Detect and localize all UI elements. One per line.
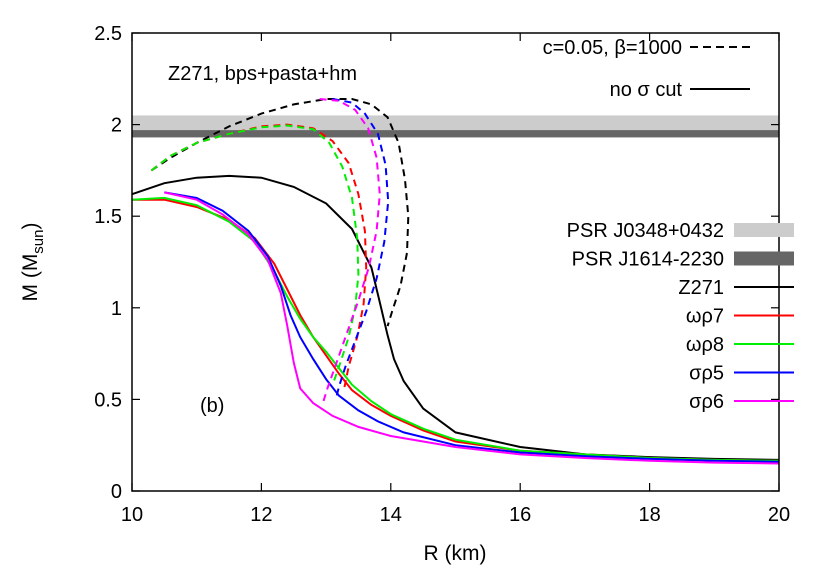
y-tick-label: 1.5 (94, 206, 122, 228)
curve-z271-dashed (150, 98, 410, 327)
style-legend-dashed-label: c=0.05, β=1000 (543, 37, 682, 59)
x-axis-label: R (km) (424, 542, 487, 565)
x-tick-label: 12 (250, 504, 272, 526)
curve-7-dashed (150, 123, 368, 389)
y-tick-label: 2 (111, 115, 122, 137)
legend-label-8: ωρ8 (686, 334, 724, 356)
panel-label: (b) (200, 395, 224, 417)
mass-radius-curves (131, 98, 780, 465)
pulsar-mass-bands (132, 115, 779, 138)
legend-swatch-psr-j1614-2230 (734, 251, 794, 266)
axis-ticks: 10 12 14 16 18 20 0 0.5 1 1.5 2 2.5 (94, 23, 790, 526)
x-tick-label: 14 (380, 504, 402, 526)
curve-6-dashed (319, 98, 381, 404)
curve-8-dashed (150, 124, 360, 382)
curve-5-dashed (332, 98, 390, 400)
curve-5-solid (164, 191, 780, 463)
y-tick-label: 2.5 (94, 23, 122, 45)
legend-label-psr-j0348-0432: PSR J0348+0432 (567, 220, 724, 242)
x-tick-label: 20 (768, 504, 790, 526)
y-tick-label: 0.5 (94, 389, 122, 411)
model-annotation: Z271, bps+pasta+hm (168, 63, 357, 85)
legend-label-z271: Z271 (678, 277, 724, 299)
y-tick-label: 0 (111, 481, 122, 503)
curve-6-solid (164, 191, 780, 465)
series-legend: PSR J0348+0432 PSR J1614-2230 Z271 ωρ7 ωρ8 σρ… (567, 220, 794, 413)
y-axis-label: M (Msun) (19, 222, 47, 301)
style-legend: c=0.05, β=1000 no σ cut (543, 37, 750, 101)
style-legend-solid-label: no σ cut (610, 79, 683, 101)
legend-label-7: ωρ7 (686, 306, 724, 328)
legend-swatch-psr-j0348-0432 (734, 223, 794, 237)
legend-label-5: σρ5 (689, 363, 724, 385)
band-psr-j0348-0432 (132, 115, 779, 131)
y-tick-label: 1 (111, 298, 122, 320)
x-tick-label: 18 (638, 504, 660, 526)
x-tick-label: 16 (509, 504, 531, 526)
legend-label-psr-j1614-2230: PSR J1614-2230 (572, 249, 724, 271)
band-psr-j1614-2230 (132, 130, 779, 138)
x-tick-label: 10 (121, 504, 143, 526)
legend-label-6: σρ6 (689, 391, 724, 413)
